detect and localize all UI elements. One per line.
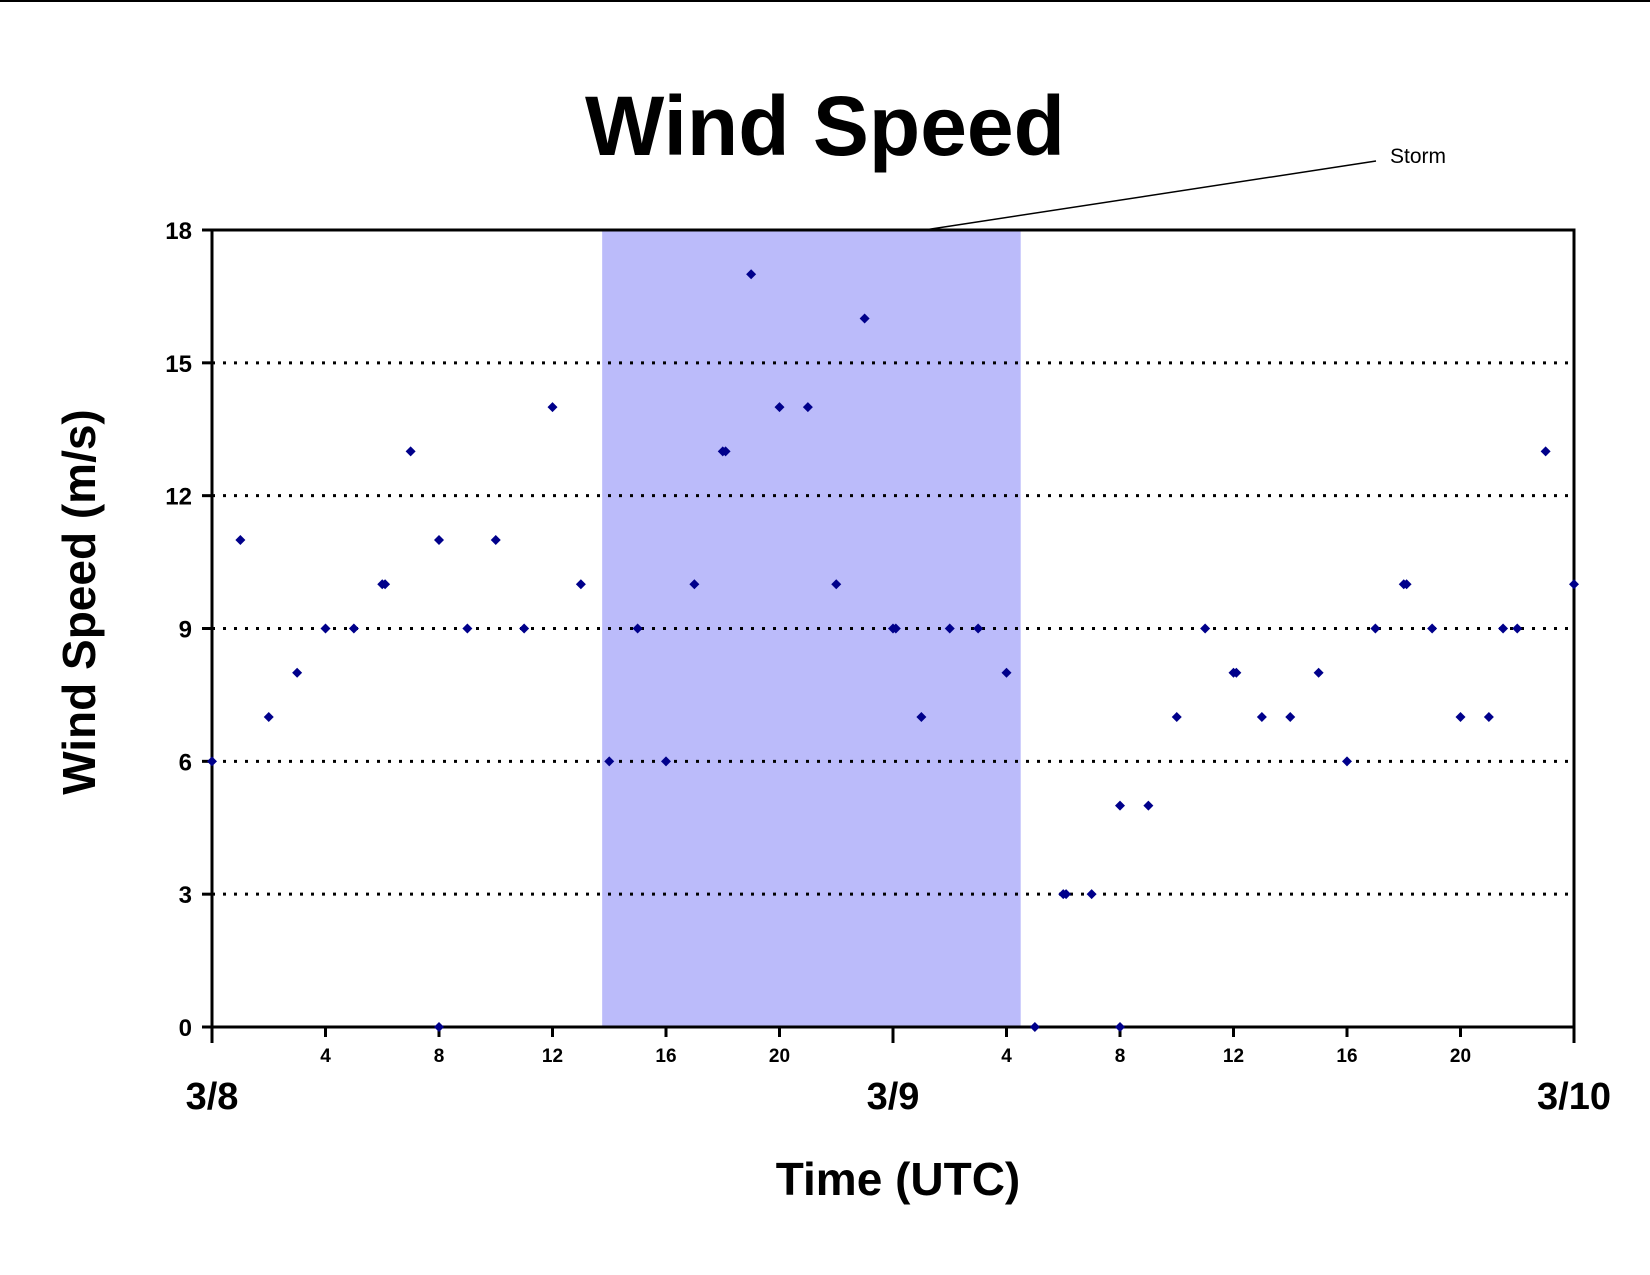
- data-point: [207, 756, 217, 767]
- storm-annotation-leader: [924, 160, 1377, 231]
- data-point: [1401, 579, 1412, 590]
- y-tick-label: 3: [179, 882, 192, 909]
- data-point: [802, 402, 813, 413]
- data-point: [890, 623, 901, 634]
- data-point: [661, 756, 671, 767]
- data-point: [944, 623, 955, 634]
- data-point: [1256, 712, 1267, 723]
- data-point: [1512, 623, 1523, 634]
- data-point: [519, 623, 530, 634]
- y-axis-label: Wind Speed (m/s): [53, 409, 105, 795]
- y-tick-label: 6: [179, 749, 192, 776]
- storm-annotation: Storm: [1390, 145, 1446, 168]
- y-tick-label: 15: [165, 351, 192, 378]
- data-point: [575, 579, 586, 590]
- data-point: [405, 446, 416, 457]
- x-tick-label: 20: [1450, 1046, 1471, 1067]
- data-point: [434, 1022, 444, 1032]
- data-point: [1200, 623, 1211, 634]
- data-point: [1029, 1022, 1040, 1032]
- data-point: [1143, 800, 1154, 811]
- data-point: [434, 534, 444, 545]
- x-tick-label: 16: [1336, 1046, 1357, 1067]
- x-axis-ticks: 4 8 12 16 20 4 8 12 16 20: [210, 1027, 1576, 1067]
- data-point: [1483, 712, 1494, 723]
- x-axis-label: Time (UTC): [776, 1153, 1021, 1205]
- y-axis-ticks: 0 3 6 9 12 15 18: [165, 218, 212, 1042]
- x-tick-label: 12: [1223, 1046, 1244, 1067]
- date-label: 3/8: [186, 1076, 239, 1118]
- date-labels: 3/8 3/9 3/10: [186, 1076, 1611, 1118]
- data-point: [1115, 1022, 1125, 1032]
- data-point: [1061, 889, 1072, 900]
- y-tick-label: 12: [165, 484, 192, 511]
- data-point: [1115, 800, 1125, 811]
- x-tick-label: 8: [434, 1046, 445, 1067]
- data-point: [380, 579, 391, 590]
- data-point: [859, 313, 870, 324]
- data-point: [1370, 623, 1381, 634]
- x-tick-label: 16: [655, 1046, 676, 1067]
- data-point: [1455, 712, 1466, 723]
- data-point: [1086, 889, 1097, 900]
- chart-title: Wind Speed: [585, 79, 1065, 173]
- data-point: [1001, 667, 1012, 678]
- date-label: 3/10: [1537, 1076, 1611, 1118]
- y-tick-label: 9: [179, 617, 192, 644]
- y-tick-label: 0: [179, 1015, 192, 1042]
- data-point: [1540, 446, 1551, 457]
- data-point: [1171, 712, 1182, 723]
- data-point: [547, 402, 558, 413]
- data-point: [720, 446, 731, 457]
- data-point: [689, 579, 700, 590]
- data-point: [1313, 667, 1324, 678]
- y-tick-label: 18: [165, 218, 192, 245]
- data-point: [604, 756, 615, 767]
- data-point: [1498, 623, 1509, 634]
- data-point: [235, 534, 246, 545]
- data-point: [632, 623, 643, 634]
- x-tick-label: 4: [320, 1046, 331, 1067]
- data-point: [746, 269, 757, 280]
- data-point: [490, 534, 501, 545]
- data-point: [348, 623, 359, 634]
- data-point: [1285, 712, 1296, 723]
- x-tick-label: 8: [1115, 1046, 1126, 1067]
- x-tick-label: 20: [769, 1046, 790, 1067]
- data-point: [292, 667, 303, 678]
- data-point: [831, 579, 842, 590]
- x-tick-label: 4: [1001, 1046, 1012, 1067]
- data-point: [1427, 623, 1438, 634]
- data-point: [774, 402, 785, 413]
- data-point: [1569, 579, 1579, 590]
- x-tick-label: 12: [542, 1046, 563, 1067]
- data-point: [1342, 756, 1352, 767]
- date-label: 3/9: [867, 1076, 920, 1118]
- data-point: [916, 712, 927, 723]
- data-point: [973, 623, 984, 634]
- data-point: [320, 623, 331, 634]
- data-point: [462, 623, 473, 634]
- data-points: [207, 269, 1579, 1032]
- data-point: [1231, 667, 1242, 678]
- data-point: [263, 712, 274, 723]
